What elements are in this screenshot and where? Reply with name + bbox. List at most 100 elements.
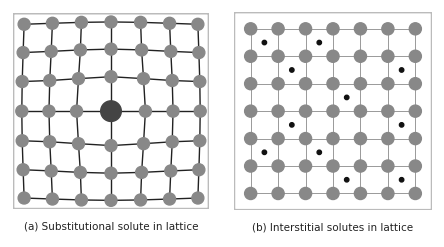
Circle shape	[165, 45, 177, 57]
Circle shape	[272, 50, 284, 62]
Circle shape	[101, 101, 121, 122]
Circle shape	[400, 178, 404, 182]
Circle shape	[382, 50, 394, 62]
Circle shape	[354, 105, 366, 117]
Circle shape	[135, 16, 147, 28]
Circle shape	[272, 105, 284, 117]
Circle shape	[192, 192, 204, 204]
Circle shape	[165, 165, 177, 177]
Circle shape	[17, 47, 29, 59]
Circle shape	[105, 43, 117, 55]
Circle shape	[354, 187, 366, 200]
Circle shape	[409, 105, 421, 117]
Circle shape	[245, 23, 257, 35]
Circle shape	[382, 187, 394, 200]
Circle shape	[262, 40, 266, 45]
Circle shape	[75, 16, 87, 28]
Circle shape	[409, 78, 421, 90]
Circle shape	[194, 105, 206, 117]
Circle shape	[327, 78, 339, 90]
Circle shape	[139, 105, 151, 117]
Circle shape	[300, 78, 312, 90]
Circle shape	[17, 164, 29, 176]
Circle shape	[327, 160, 339, 172]
Circle shape	[272, 187, 284, 200]
Circle shape	[135, 194, 147, 206]
Circle shape	[327, 187, 339, 200]
Circle shape	[245, 160, 257, 172]
Text: (b) Interstitial solutes in lattice: (b) Interstitial solutes in lattice	[253, 222, 413, 232]
Circle shape	[45, 165, 57, 177]
Circle shape	[16, 76, 28, 87]
Circle shape	[272, 160, 284, 172]
Circle shape	[300, 105, 312, 117]
Circle shape	[192, 18, 204, 30]
Circle shape	[164, 17, 175, 29]
Circle shape	[300, 187, 312, 200]
Circle shape	[194, 76, 206, 87]
Circle shape	[75, 44, 86, 56]
Circle shape	[382, 133, 394, 145]
Circle shape	[105, 140, 117, 152]
Circle shape	[166, 75, 178, 86]
Circle shape	[354, 23, 366, 35]
Circle shape	[45, 45, 57, 57]
Circle shape	[354, 78, 366, 90]
Circle shape	[327, 133, 339, 145]
Circle shape	[136, 166, 147, 178]
FancyBboxPatch shape	[234, 12, 432, 210]
Circle shape	[75, 194, 87, 206]
Circle shape	[105, 167, 117, 179]
Circle shape	[409, 160, 421, 172]
Circle shape	[194, 135, 206, 147]
Circle shape	[317, 40, 321, 45]
Circle shape	[105, 16, 117, 28]
Circle shape	[43, 105, 55, 117]
Circle shape	[164, 193, 175, 205]
Circle shape	[245, 78, 257, 90]
Circle shape	[262, 150, 266, 155]
Circle shape	[327, 50, 339, 62]
Circle shape	[72, 73, 84, 85]
Circle shape	[16, 135, 28, 147]
Circle shape	[300, 50, 312, 62]
FancyBboxPatch shape	[13, 14, 209, 209]
Circle shape	[18, 18, 30, 30]
Circle shape	[245, 50, 257, 62]
Circle shape	[167, 105, 179, 117]
Circle shape	[47, 17, 58, 29]
Circle shape	[71, 105, 83, 117]
Circle shape	[345, 95, 349, 100]
Circle shape	[382, 23, 394, 35]
Circle shape	[382, 78, 394, 90]
Circle shape	[75, 166, 86, 178]
Circle shape	[300, 23, 312, 35]
Circle shape	[354, 160, 366, 172]
Circle shape	[72, 138, 84, 150]
Circle shape	[382, 105, 394, 117]
Circle shape	[47, 193, 58, 205]
Circle shape	[245, 133, 257, 145]
Circle shape	[272, 78, 284, 90]
Circle shape	[400, 68, 404, 72]
Circle shape	[166, 136, 178, 148]
Circle shape	[44, 136, 56, 148]
Circle shape	[345, 178, 349, 182]
Circle shape	[18, 192, 30, 204]
Circle shape	[193, 47, 205, 59]
Circle shape	[136, 44, 147, 56]
Circle shape	[193, 164, 205, 176]
Circle shape	[272, 23, 284, 35]
Circle shape	[44, 75, 56, 86]
Circle shape	[382, 160, 394, 172]
Circle shape	[138, 138, 150, 150]
Circle shape	[409, 50, 421, 62]
Circle shape	[409, 133, 421, 145]
Circle shape	[289, 68, 294, 72]
Circle shape	[327, 23, 339, 35]
Circle shape	[317, 150, 321, 155]
Circle shape	[409, 187, 421, 200]
Circle shape	[16, 105, 28, 117]
Circle shape	[138, 73, 150, 85]
Circle shape	[354, 133, 366, 145]
